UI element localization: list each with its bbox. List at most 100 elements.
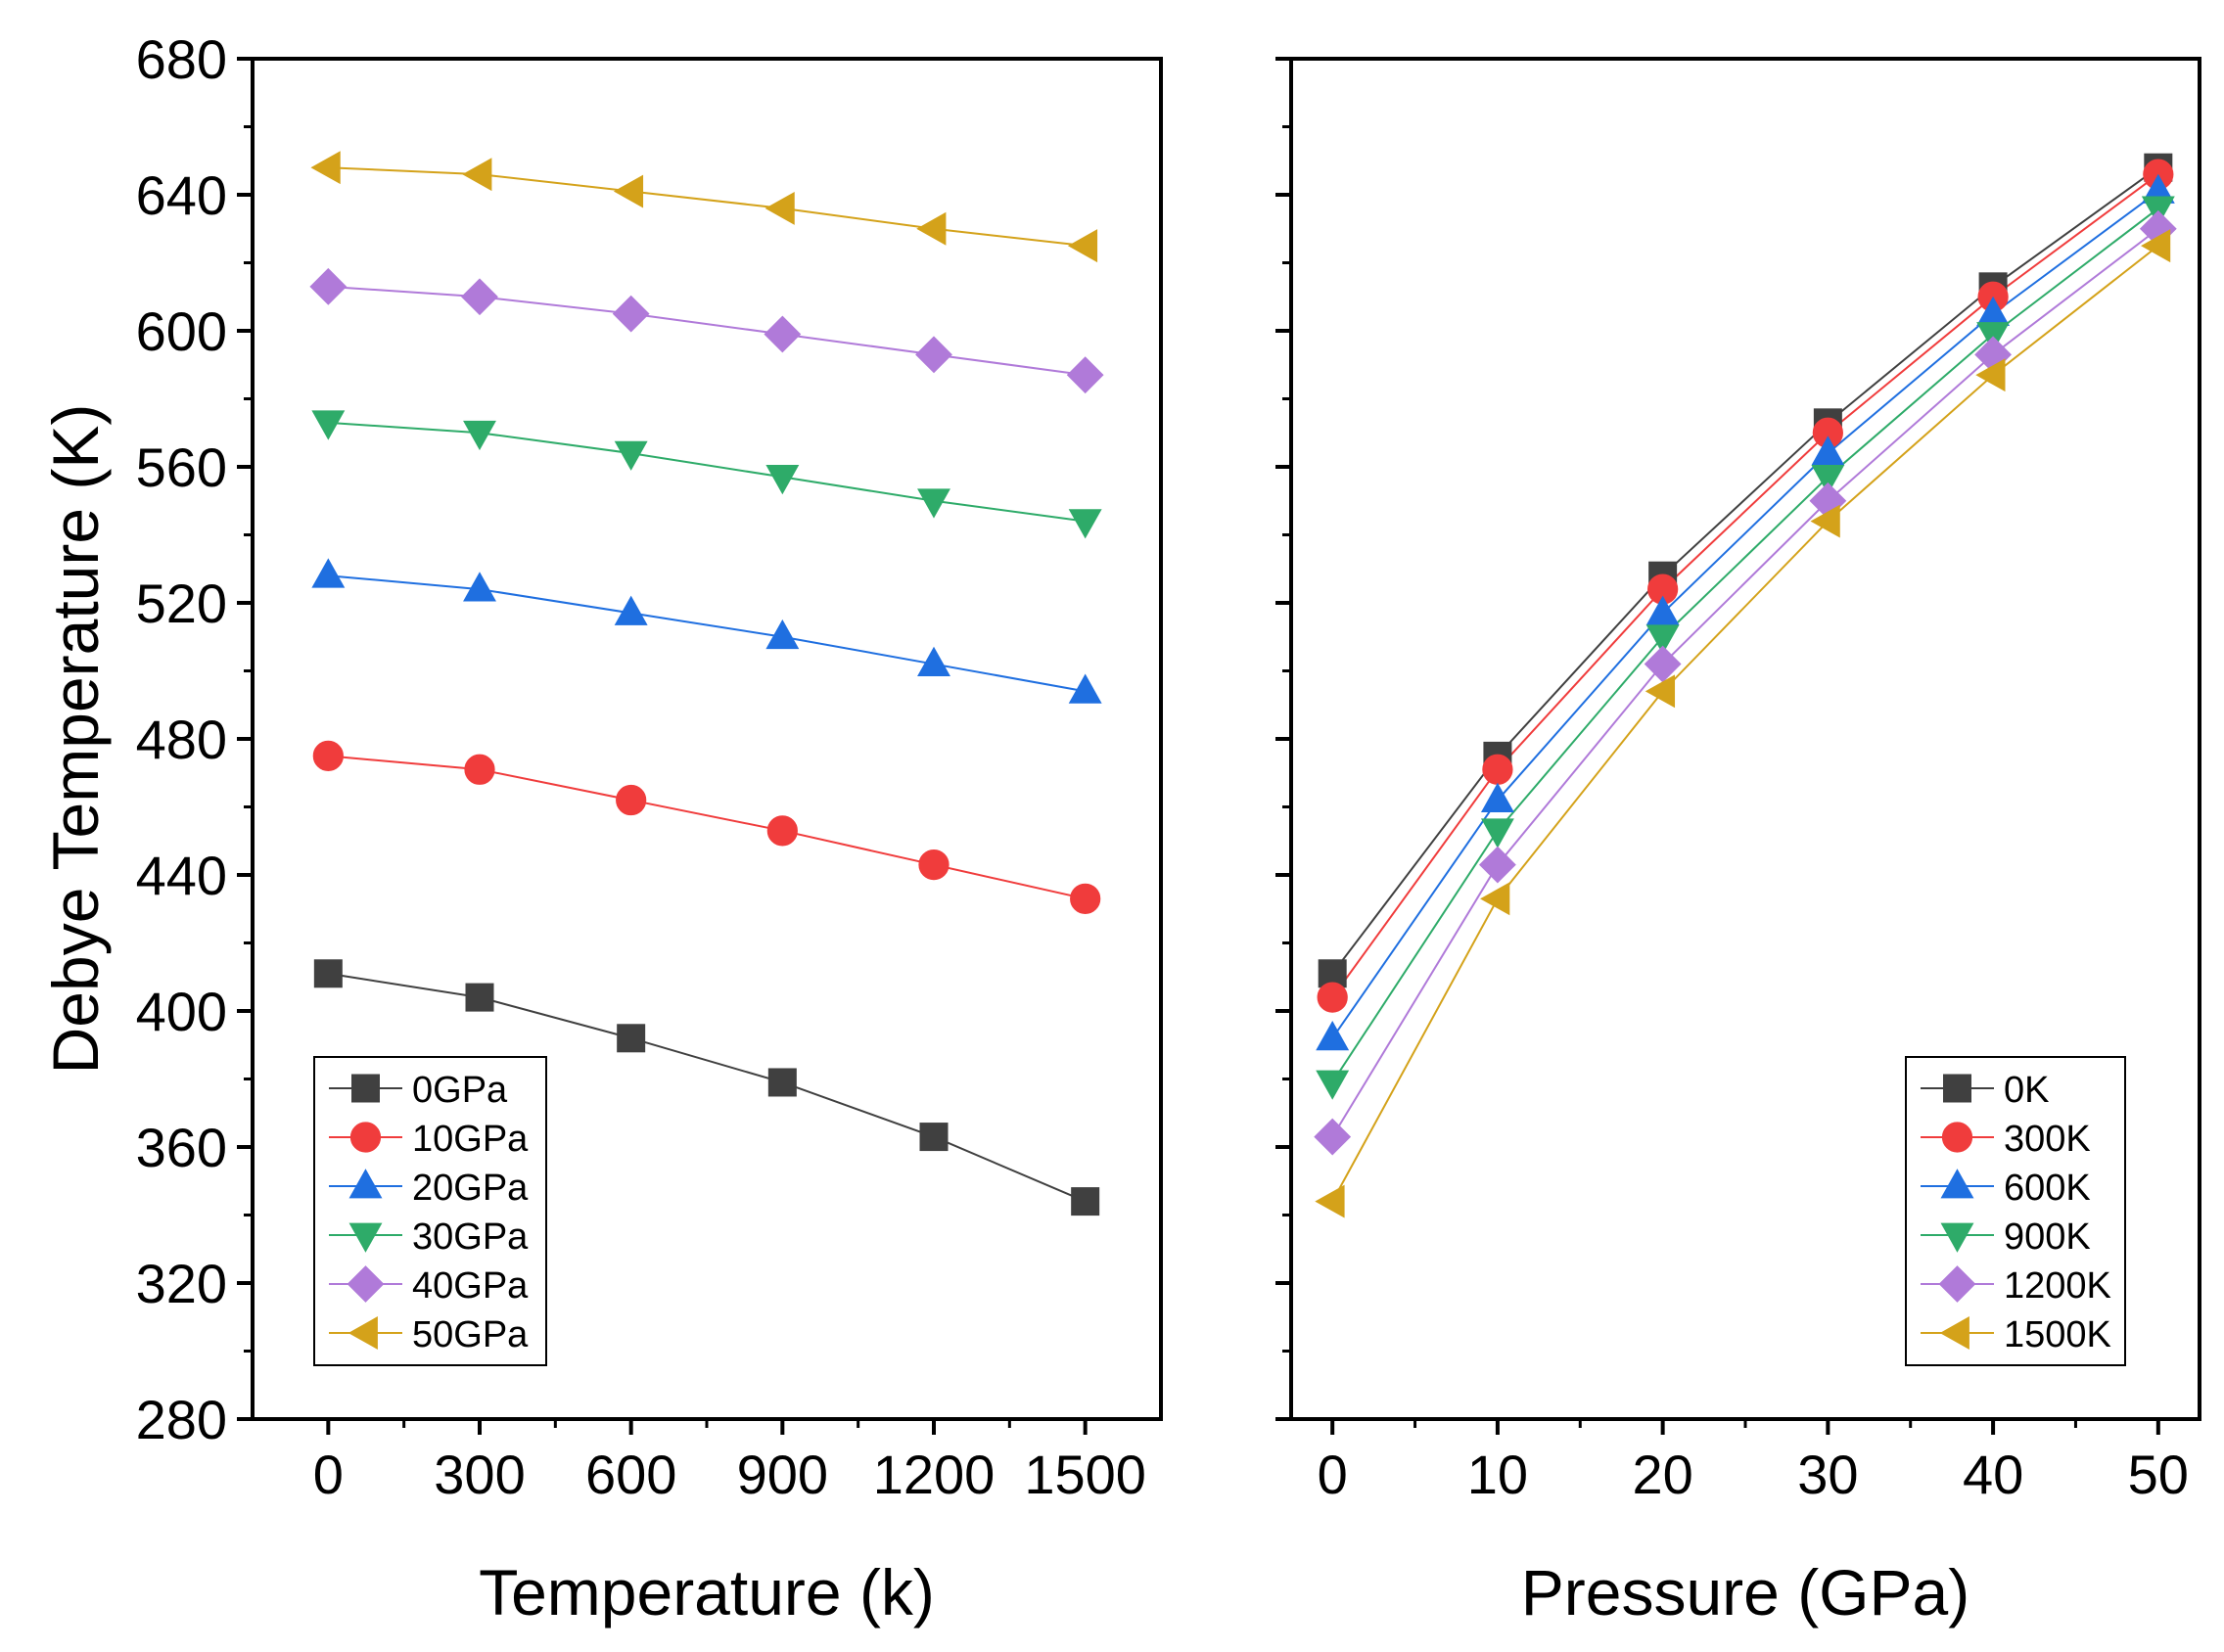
series-line-1500K (1331, 245, 2159, 1203)
x-tick-label: 600 (585, 1444, 676, 1505)
data-point-50GPa (1067, 229, 1098, 263)
data-point-20GPa (765, 619, 800, 650)
legend-box (1905, 1056, 2126, 1366)
data-point-600K (1645, 595, 1680, 625)
data-point-40GPa (915, 336, 952, 374)
data-point-30GPa (463, 420, 496, 451)
series-line-600K (1331, 190, 2159, 1039)
data-point-20GPa (463, 572, 496, 602)
pressure-panel: 0 10 20 30 40 50 Pressure (GPa) 0K 300K 600K 900… (1275, 57, 2201, 1629)
x-tick-label: 0 (313, 1444, 344, 1505)
legend-label: 40GPa (412, 1265, 529, 1307)
legend-label: 10GPa (412, 1119, 529, 1160)
legend-marker-50GPa (348, 1316, 378, 1350)
series-line-1200K (1331, 227, 2159, 1138)
y-tick-label: 640 (136, 164, 227, 226)
y-axis-title: Debye Temperature (K) (39, 404, 112, 1075)
data-point-50GPa (764, 191, 795, 225)
data-point-30GPa (765, 465, 800, 495)
data-point-10GPa (616, 784, 647, 816)
data-point-10GPa (464, 754, 495, 785)
data-point-900K (1480, 818, 1514, 849)
data-point-10GPa (1070, 883, 1101, 914)
data-point-40GPa (612, 295, 650, 333)
y-tick-label: 600 (136, 300, 227, 362)
x-tick-label: 1500 (1024, 1444, 1146, 1505)
series-line-0K (1331, 166, 2159, 975)
data-point-0GPa (1071, 1187, 1100, 1216)
axis-ticks (1275, 57, 2160, 1435)
legend-label: 0K (2004, 1070, 2049, 1111)
data-point-0GPa (313, 959, 343, 988)
series-line-50GPa (328, 166, 1086, 248)
data-point-1200K (1314, 1118, 1352, 1156)
data-point-20GPa (614, 595, 648, 625)
data-point-30GPa (311, 410, 346, 440)
temperature-panel: 0 300 600 900 1200 1500 280 320 360 400 440 480 520 5… (39, 28, 1163, 1629)
legend: 0GPa 10GPa 20GPa 30GPa 40GPa 50GPa (313, 1056, 547, 1366)
series-lines (1331, 166, 2159, 1203)
series-line-300K (1331, 173, 2159, 998)
legend-marker-1500K (1939, 1316, 1969, 1350)
series-markers (309, 151, 1104, 1216)
data-point-10GPa (312, 740, 344, 771)
y-tick-label: 680 (136, 28, 227, 90)
series-line-20GPa (328, 574, 1086, 693)
legend-label: 50GPa (412, 1314, 529, 1355)
data-point-600K (1811, 436, 1845, 466)
data-point-0GPa (465, 983, 494, 1012)
x-tick-label: 10 (1467, 1444, 1528, 1505)
legend-marker-30GPa (348, 1222, 383, 1253)
legend-label: 1500K (2004, 1314, 2111, 1355)
x-tick-label: 900 (737, 1444, 828, 1505)
legend-label: 20GPa (412, 1168, 529, 1209)
data-point-10GPa (766, 815, 798, 847)
series-line-900K (1331, 207, 2159, 1083)
data-point-1500K (1975, 358, 2006, 392)
data-point-20GPa (311, 558, 346, 588)
data-point-300K (1317, 982, 1348, 1013)
series-lines (328, 166, 1087, 1203)
series-line-10GPa (328, 755, 1086, 900)
legend-label: 600K (2004, 1168, 2091, 1209)
data-point-1200K (1479, 846, 1516, 884)
data-point-600K (1316, 1020, 1350, 1051)
y-tick-label: 360 (136, 1117, 227, 1178)
y-tick-label: 520 (136, 573, 227, 634)
legend-marker-1200K (1938, 1265, 1976, 1303)
legend-label: 900K (2004, 1216, 2091, 1258)
x-axis-title: Temperature (k) (479, 1556, 935, 1629)
series-markers (1314, 153, 2177, 1218)
data-point-10GPa (918, 849, 950, 881)
data-point-1500K (1810, 504, 1840, 538)
x-tick-label: 1200 (873, 1444, 996, 1505)
data-point-1500K (1315, 1184, 1345, 1218)
legend-marker-300K (1941, 1122, 1973, 1153)
data-point-40GPa (309, 267, 348, 305)
x-tick-label: 30 (1797, 1444, 1858, 1505)
data-point-0GPa (767, 1068, 797, 1097)
data-point-0GPa (919, 1123, 949, 1152)
data-point-900K (1316, 1070, 1350, 1100)
legend: 0K 300K 600K 900K 1200K 1500K (1905, 1056, 2126, 1366)
y-tick-label: 280 (136, 1389, 227, 1450)
data-point-30GPa (917, 488, 950, 519)
y-tick-label: 440 (136, 845, 227, 906)
data-point-40GPa (1066, 356, 1104, 394)
data-point-600K (1480, 782, 1514, 812)
data-point-50GPa (916, 211, 947, 246)
legend-label: 1200K (2004, 1265, 2111, 1307)
legend-box (313, 1056, 547, 1366)
data-point-20GPa (917, 646, 950, 676)
data-point-50GPa (310, 151, 341, 185)
legend-marker-0GPa (351, 1074, 380, 1103)
y-tick-label: 480 (136, 709, 227, 770)
data-point-300K (1482, 754, 1513, 785)
legend-marker-0K (1943, 1074, 1971, 1103)
data-point-1500K (2140, 229, 2171, 263)
series-line-0GPa (328, 972, 1087, 1203)
axis-ticks (237, 57, 1088, 1435)
series-line-30GPa (328, 421, 1086, 523)
data-point-900K (1645, 624, 1680, 655)
